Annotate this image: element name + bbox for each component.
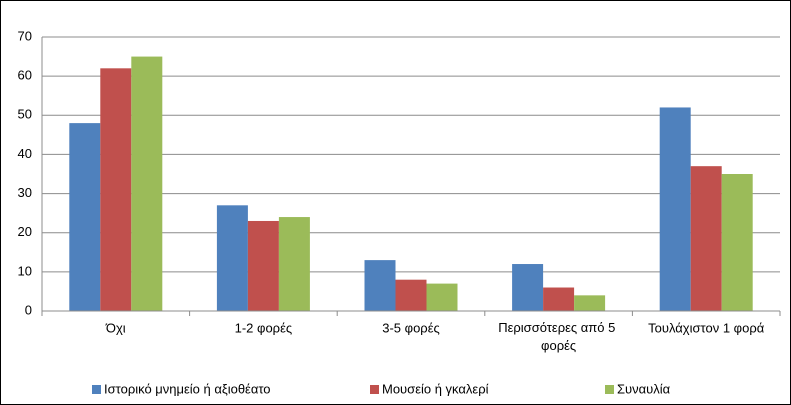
y-tick-label: 20 (18, 224, 32, 239)
y-tick-label: 50 (18, 107, 32, 122)
x-tick-label: Τουλάχιστον 1 φορά (648, 320, 765, 335)
y-tick-label: 10 (18, 263, 32, 278)
x-tick-label: Όχι (105, 320, 126, 335)
legend-swatch (605, 385, 614, 394)
x-tick-label: 1-2 φορές (235, 320, 293, 335)
bar (721, 174, 753, 311)
y-tick-label: 0 (25, 302, 32, 317)
bar (131, 56, 163, 312)
x-tick-label-line: φορές (541, 338, 576, 353)
bar (278, 217, 310, 311)
legend-swatch (92, 385, 101, 394)
y-tick-label: 70 (18, 28, 32, 43)
bar (426, 283, 458, 311)
bar (216, 205, 248, 311)
bar (543, 287, 575, 311)
y-tick-label: 30 (18, 185, 32, 200)
x-tick-label: 3-5 φορές (382, 320, 440, 335)
bar (690, 166, 722, 311)
bar (574, 295, 606, 311)
legend-label: Συναυλία (617, 381, 671, 396)
legend-label: Ιστορικό μνημείο ή αξιοθέατο (104, 381, 271, 396)
bar (659, 107, 691, 311)
x-tick-label-line: Περισσότερες από 5 (498, 320, 619, 335)
y-tick-label: 60 (18, 68, 32, 83)
bar (100, 68, 132, 311)
bar (69, 123, 101, 311)
bar (395, 279, 427, 311)
y-tick-label: 40 (18, 146, 32, 161)
legend-label: Μουσείο ή γκαλερί (382, 381, 489, 396)
bar (364, 260, 396, 311)
bar (247, 220, 279, 311)
bar (512, 264, 544, 311)
x-tick-label: Περισσότερες από 5 φορές (498, 320, 619, 353)
legend-swatch (370, 385, 379, 394)
